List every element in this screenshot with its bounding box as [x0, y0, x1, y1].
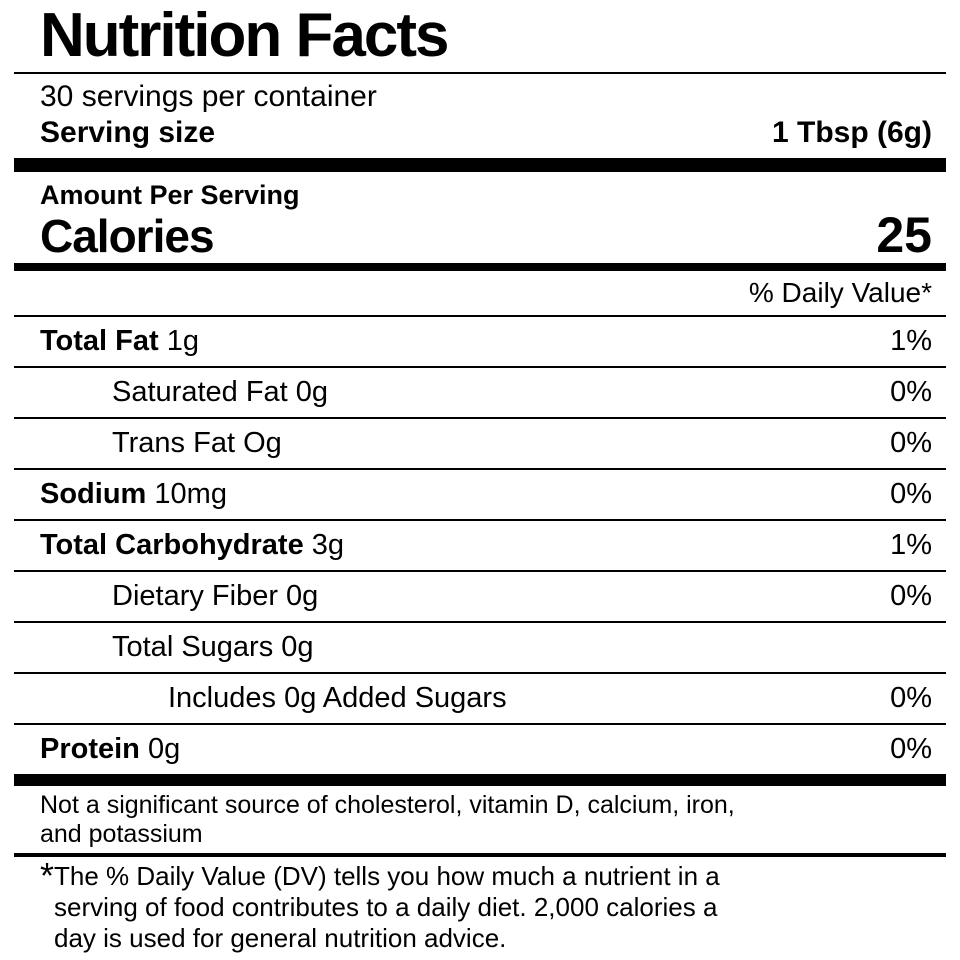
daily-value-header: % Daily Value*	[14, 271, 946, 317]
medium-divider-footnote	[14, 853, 946, 857]
nutrient-dv: 0%	[890, 733, 932, 765]
nutrient-dv: 0%	[890, 427, 932, 459]
nutrient-name: Total Fat 1g	[40, 325, 200, 357]
thick-divider-protein	[14, 774, 946, 786]
serving-size-row: Serving size 1 Tbsp (6g)	[14, 114, 946, 158]
medium-divider-calories	[14, 263, 946, 271]
nutrient-name: Sodium 10mg	[40, 478, 227, 510]
nutrient-name: Includes 0g Added Sugars	[168, 682, 507, 714]
calories-label: Calories	[40, 210, 215, 262]
nutrient-dv: 1%	[890, 325, 932, 357]
divider-under-title	[14, 72, 946, 74]
nutrient-name: Total Sugars 0g	[112, 631, 314, 663]
nutrient-name: Total Carbohydrate 3g	[40, 529, 345, 561]
nutrient-rows: Total Fat 1g 1% Saturated Fat 0g 0% Tran…	[14, 317, 946, 774]
nutrient-name: Protein 0g	[40, 733, 181, 765]
nutrient-row: Total Sugars 0g	[14, 623, 946, 674]
nutrient-row: Dietary Fiber 0g 0%	[14, 572, 946, 623]
nutrient-name: Dietary Fiber 0g	[112, 580, 319, 612]
daily-value-footnote: * The % Daily Value (DV) tells you how m…	[14, 857, 946, 956]
amount-per-serving-label: Amount Per Serving	[40, 180, 300, 210]
nutrient-row: Saturated Fat 0g 0%	[14, 368, 946, 419]
nutrient-row: Trans Fat Og 0%	[14, 419, 946, 470]
nutrient-name: Trans Fat Og	[112, 427, 282, 459]
serving-size-label: Serving size	[40, 116, 216, 149]
nutrient-row: Protein 0g 0%	[14, 725, 946, 774]
nutrient-dv: 0%	[890, 580, 932, 612]
nutrient-dv: 0%	[890, 478, 932, 510]
serving-size-value: 1 Tbsp (6g)	[771, 116, 932, 149]
servings-per-container: 30 servings per container	[40, 80, 377, 113]
nutrient-dv: 0%	[890, 682, 932, 714]
nutrient-row: Sodium 10mg 0%	[14, 470, 946, 521]
footnote-asterisk: *	[40, 855, 55, 896]
nutrient-row: Total Fat 1g 1%	[14, 317, 946, 368]
thick-divider-top	[14, 158, 946, 172]
nutrient-name: Saturated Fat 0g	[112, 376, 329, 408]
not-significant-note: Not a significant source of cholesterol,…	[40, 791, 735, 848]
nutrient-dv: 1%	[890, 529, 932, 561]
label-title: Nutrition Facts	[40, 1, 449, 70]
footnote-text: The % Daily Value (DV) tells you how muc…	[54, 861, 720, 953]
calories-value: 25	[876, 207, 932, 263]
calories-row: Calories 25	[14, 210, 946, 263]
nutrient-row: Total Carbohydrate 3g 1%	[14, 521, 946, 572]
nutrient-dv: 0%	[890, 376, 932, 408]
nutrient-row: Includes 0g Added Sugars 0%	[14, 674, 946, 725]
